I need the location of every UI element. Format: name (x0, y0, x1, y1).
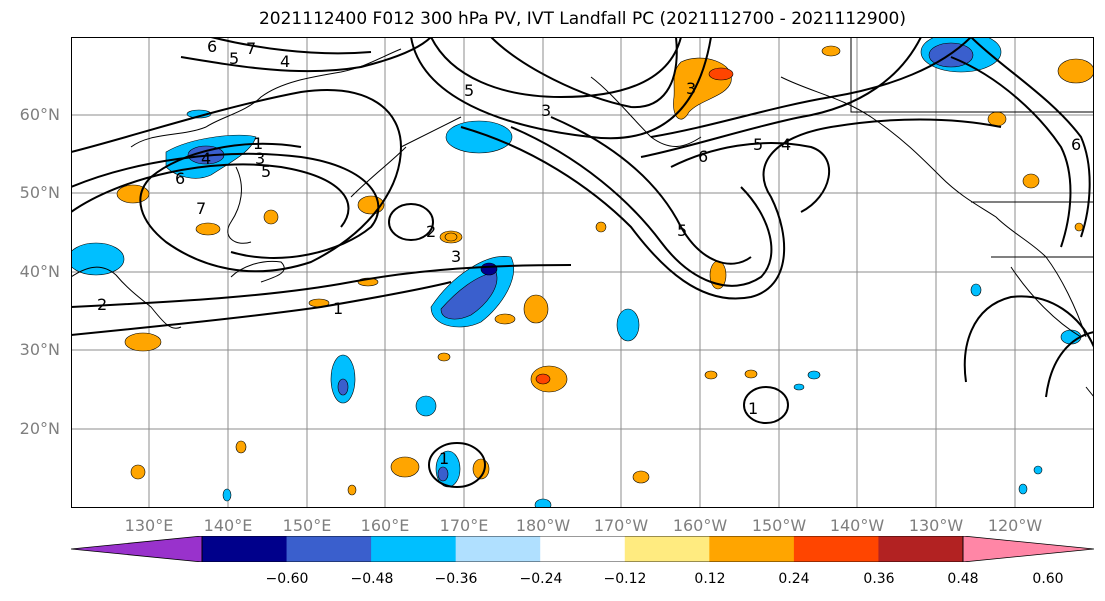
colorbar-tick-label: −0.12 (603, 571, 647, 587)
colorbar-segment (793, 536, 879, 562)
figure-title: 2021112400 F012 300 hPa PV, IVT Landfall… (258, 9, 906, 29)
lon-label: 180°W (515, 516, 571, 535)
colorbar-tick-label: −0.36 (434, 571, 478, 587)
contour-label: 4 (201, 149, 212, 168)
colorbar-segment (624, 536, 710, 562)
colorbar-extend-left (70, 535, 203, 563)
lon-label: 140°W (829, 516, 885, 535)
lon-label: 150°W (751, 516, 807, 535)
contour-label: 4 (781, 135, 792, 154)
contour-label: 5 (753, 135, 764, 154)
colorbar-tick-label: −0.48 (350, 571, 394, 587)
lon-label: 170°E (439, 516, 489, 535)
lat-label: 40°N (19, 262, 60, 281)
contour-label: 3 (255, 149, 266, 168)
pv-contours (71, 37, 1094, 488)
map-canvas (71, 37, 1094, 508)
contour-label: 7 (196, 199, 207, 218)
contour-label: 5 (677, 221, 688, 240)
colorbar-segment (709, 536, 795, 562)
contour-label: 7 (246, 39, 257, 58)
lon-label: 140°E (203, 516, 253, 535)
contour-label: 4 (280, 52, 291, 71)
contour-label: 5 (229, 49, 240, 68)
contour-label: 3 (541, 101, 552, 120)
colorbar-segment (202, 536, 288, 562)
contour-label: 2 (426, 222, 437, 241)
colorbar-segment (455, 536, 541, 562)
contour-label: 1 (333, 299, 344, 318)
contour-label: 3 (686, 79, 697, 98)
colorbar-tick-label: −0.24 (519, 571, 563, 587)
contour-label: 6 (1071, 135, 1082, 154)
colorbar-tick-label: 0.12 (694, 571, 726, 587)
colorbar-tick-label: 0.36 (863, 571, 895, 587)
colorbar-segments (202, 536, 964, 562)
lat-label: 50°N (19, 183, 60, 202)
lon-label: 130°W (908, 516, 964, 535)
colorbar (70, 535, 1095, 563)
map-panel: 6 7 5 4 1 3 2 6 7 1 2 3 5 4 5 3 6 5 4 3 … (71, 37, 1094, 508)
lon-label: 160°W (672, 516, 728, 535)
coastlines (71, 37, 1094, 398)
lon-label: 170°W (593, 516, 649, 535)
colorbar-tick-label: 0.24 (778, 571, 810, 587)
colorbar-extend-right (962, 535, 1095, 563)
contour-label: 1 (748, 399, 759, 418)
positive-pv-patches (116, 45, 1094, 496)
contour-label: 1 (253, 134, 264, 153)
colorbar-graphic (70, 535, 1095, 563)
contour-label: 6 (698, 147, 709, 166)
colorbar-segment (286, 536, 372, 562)
lat-label: 30°N (19, 340, 60, 359)
colorbar-tick-label: 0.60 (1032, 571, 1064, 587)
colorbar-tick-label: −0.60 (265, 571, 309, 587)
lat-label: 20°N (19, 419, 60, 438)
lon-label: 160°E (360, 516, 410, 535)
colorbar-segment (371, 536, 457, 562)
contour-label: 5 (464, 81, 475, 100)
contour-label: 5 (261, 162, 272, 181)
lon-label: 130°E (124, 516, 174, 535)
colorbar-tick-label: 0.48 (947, 571, 979, 587)
contour-label: 6 (207, 37, 218, 56)
contour-label: 3 (451, 247, 462, 266)
lat-label: 60°N (19, 105, 60, 124)
lon-label: 150°E (282, 516, 332, 535)
colorbar-segment (878, 536, 964, 562)
lon-label: 120°W (987, 516, 1043, 535)
contour-label: 2 (97, 295, 108, 314)
contour-label: 1 (439, 449, 450, 468)
graticule (71, 37, 1094, 508)
contour-label: 6 (175, 169, 186, 188)
colorbar-segment (540, 536, 626, 562)
